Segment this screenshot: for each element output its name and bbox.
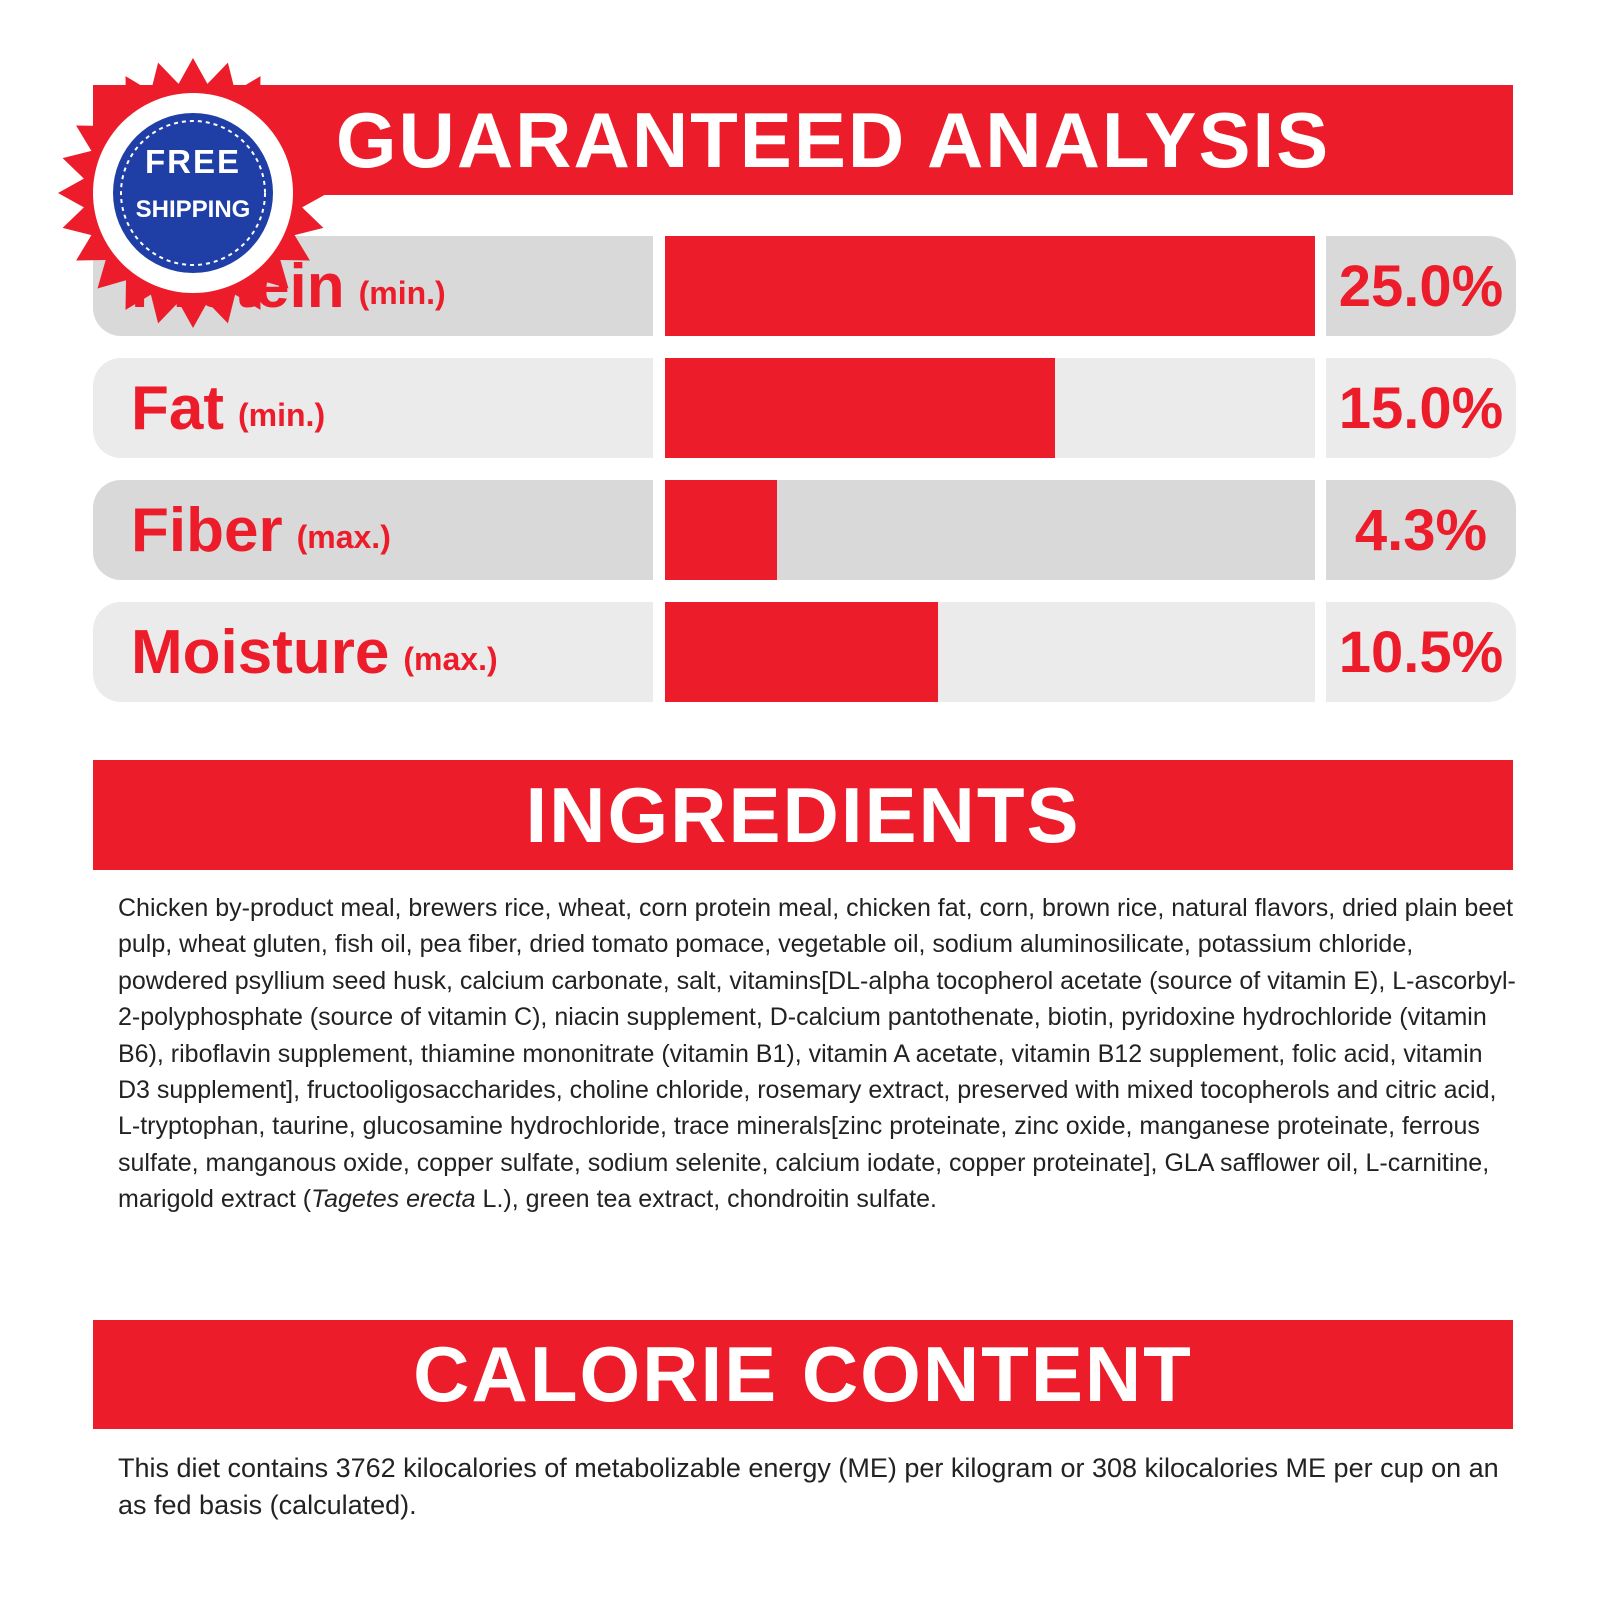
- badge-line1: FREE: [145, 143, 241, 180]
- nutrient-qualifier: (max.): [403, 640, 498, 677]
- nutrient-qualifier: (max.): [296, 518, 391, 555]
- ingredients-text-part: Chicken by-product meal, brewers rice, w…: [118, 894, 1516, 1214]
- badge-circle: [113, 113, 273, 273]
- calorie-title: CALORIE CONTENT: [93, 1320, 1513, 1429]
- bar-track: [665, 358, 1315, 458]
- analysis-row: Fiber (max.) 4.3%: [93, 480, 1516, 580]
- bar-track: [665, 236, 1315, 336]
- analysis-row: Protein(min.)25.0%: [93, 236, 1516, 336]
- value-label: 25.0%: [1326, 236, 1516, 336]
- value-label: 4.3%: [1326, 480, 1516, 580]
- ingredients-italic: Tagetes erecta: [311, 1185, 476, 1214]
- bar-track: [665, 480, 1315, 580]
- ingredients-text: Chicken by-product meal, brewers rice, w…: [118, 890, 1518, 1218]
- analysis-title: GUARANTEED ANALYSIS: [93, 85, 1513, 195]
- bar: [665, 236, 1315, 336]
- row-label: Moisture (max.): [93, 602, 653, 702]
- value-label: 10.5%: [1326, 602, 1516, 702]
- nutrient-name: Moisture: [131, 617, 390, 687]
- bar-track: [665, 602, 1315, 702]
- row-label: Fat (min.): [93, 358, 653, 458]
- bar: [665, 358, 1055, 458]
- badge-dash: [120, 120, 266, 266]
- nutrient-qualifier: (min.): [358, 274, 446, 311]
- nutrient-name: Fat: [131, 373, 224, 443]
- value-label: 15.0%: [1326, 358, 1516, 458]
- calorie-text: This diet contains 3762 kilocalories of …: [118, 1453, 1499, 1520]
- analysis-row: Moisture (max.) 10.5%: [93, 602, 1516, 702]
- ingredients-text-part: L.), green tea extract, chondroitin sulf…: [475, 1185, 937, 1214]
- ingredients-title: INGREDIENTS: [93, 760, 1513, 870]
- nutrient-name: Fiber: [131, 495, 283, 565]
- row-label: Fiber (max.): [93, 480, 653, 580]
- bar: [665, 480, 777, 580]
- badge-line2: SHIPPING: [136, 196, 251, 223]
- badge: FREE SHIPPING: [58, 58, 328, 328]
- nutrient-qualifier: (min.): [238, 396, 326, 433]
- bar: [665, 602, 938, 702]
- analysis-row: Fat (min.) 15.0%: [93, 358, 1516, 458]
